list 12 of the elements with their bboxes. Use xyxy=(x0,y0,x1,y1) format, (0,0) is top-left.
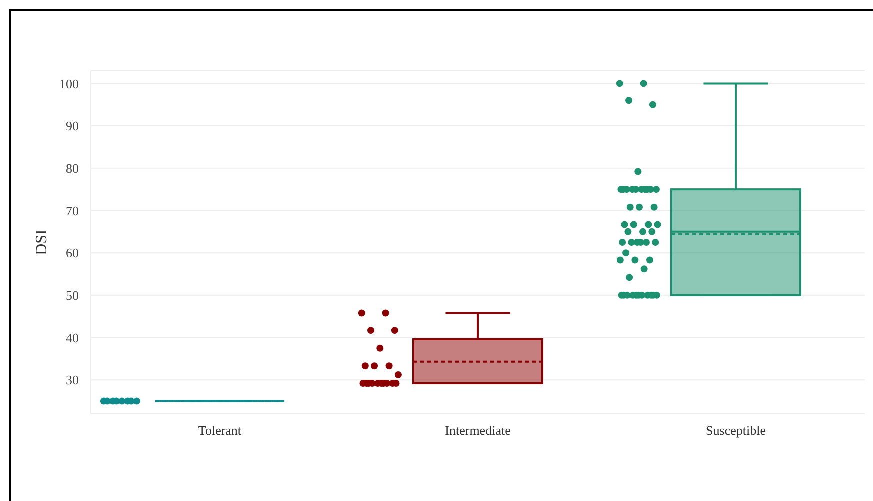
y-tick-label: 60 xyxy=(66,246,79,261)
y-tick-label: 30 xyxy=(66,372,79,388)
y-tick-label: 80 xyxy=(66,161,79,176)
y-tick-label: 100 xyxy=(60,76,79,92)
y-tick-label: 70 xyxy=(66,203,79,218)
y-tick-label: 40 xyxy=(66,330,79,346)
y-tick-label: 50 xyxy=(66,288,79,304)
x-tick-label: Intermediate xyxy=(445,423,512,438)
y-axis-title: DSI xyxy=(34,230,50,256)
x-tick-label: Susceptible xyxy=(706,423,766,438)
y-tick-label: 90 xyxy=(66,118,79,134)
x-tick-label: Tolerant xyxy=(198,423,242,438)
